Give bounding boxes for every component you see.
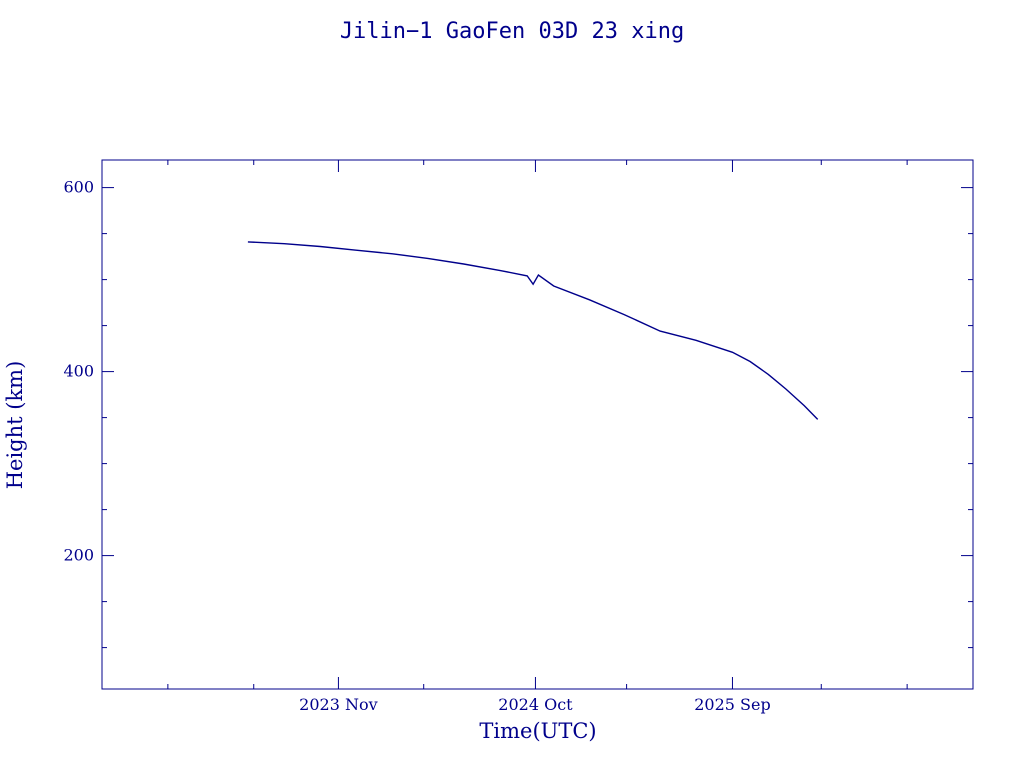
chart-title: Jilin−1 GaoFen 03D 23 xing <box>340 19 684 44</box>
x-tick-label: 2024 Oct <box>498 695 573 714</box>
y-tick-label: 200 <box>63 546 94 565</box>
tick-labels: 200 400 600 2023 Nov 2024 Oct 2025 Sep <box>63 178 770 714</box>
y-tick-label: 400 <box>63 362 94 381</box>
plot-frame <box>101 159 974 690</box>
x-tick-label: 2025 Sep <box>694 695 770 714</box>
x-axis-label: Time(UTC) <box>479 719 596 743</box>
tick-marks <box>102 160 973 689</box>
series-line-height <box>247 241 819 420</box>
y-tick-label: 600 <box>63 178 94 197</box>
y-axis-label: Height (km) <box>3 361 27 490</box>
x-tick-label: 2023 Nov <box>299 695 377 714</box>
